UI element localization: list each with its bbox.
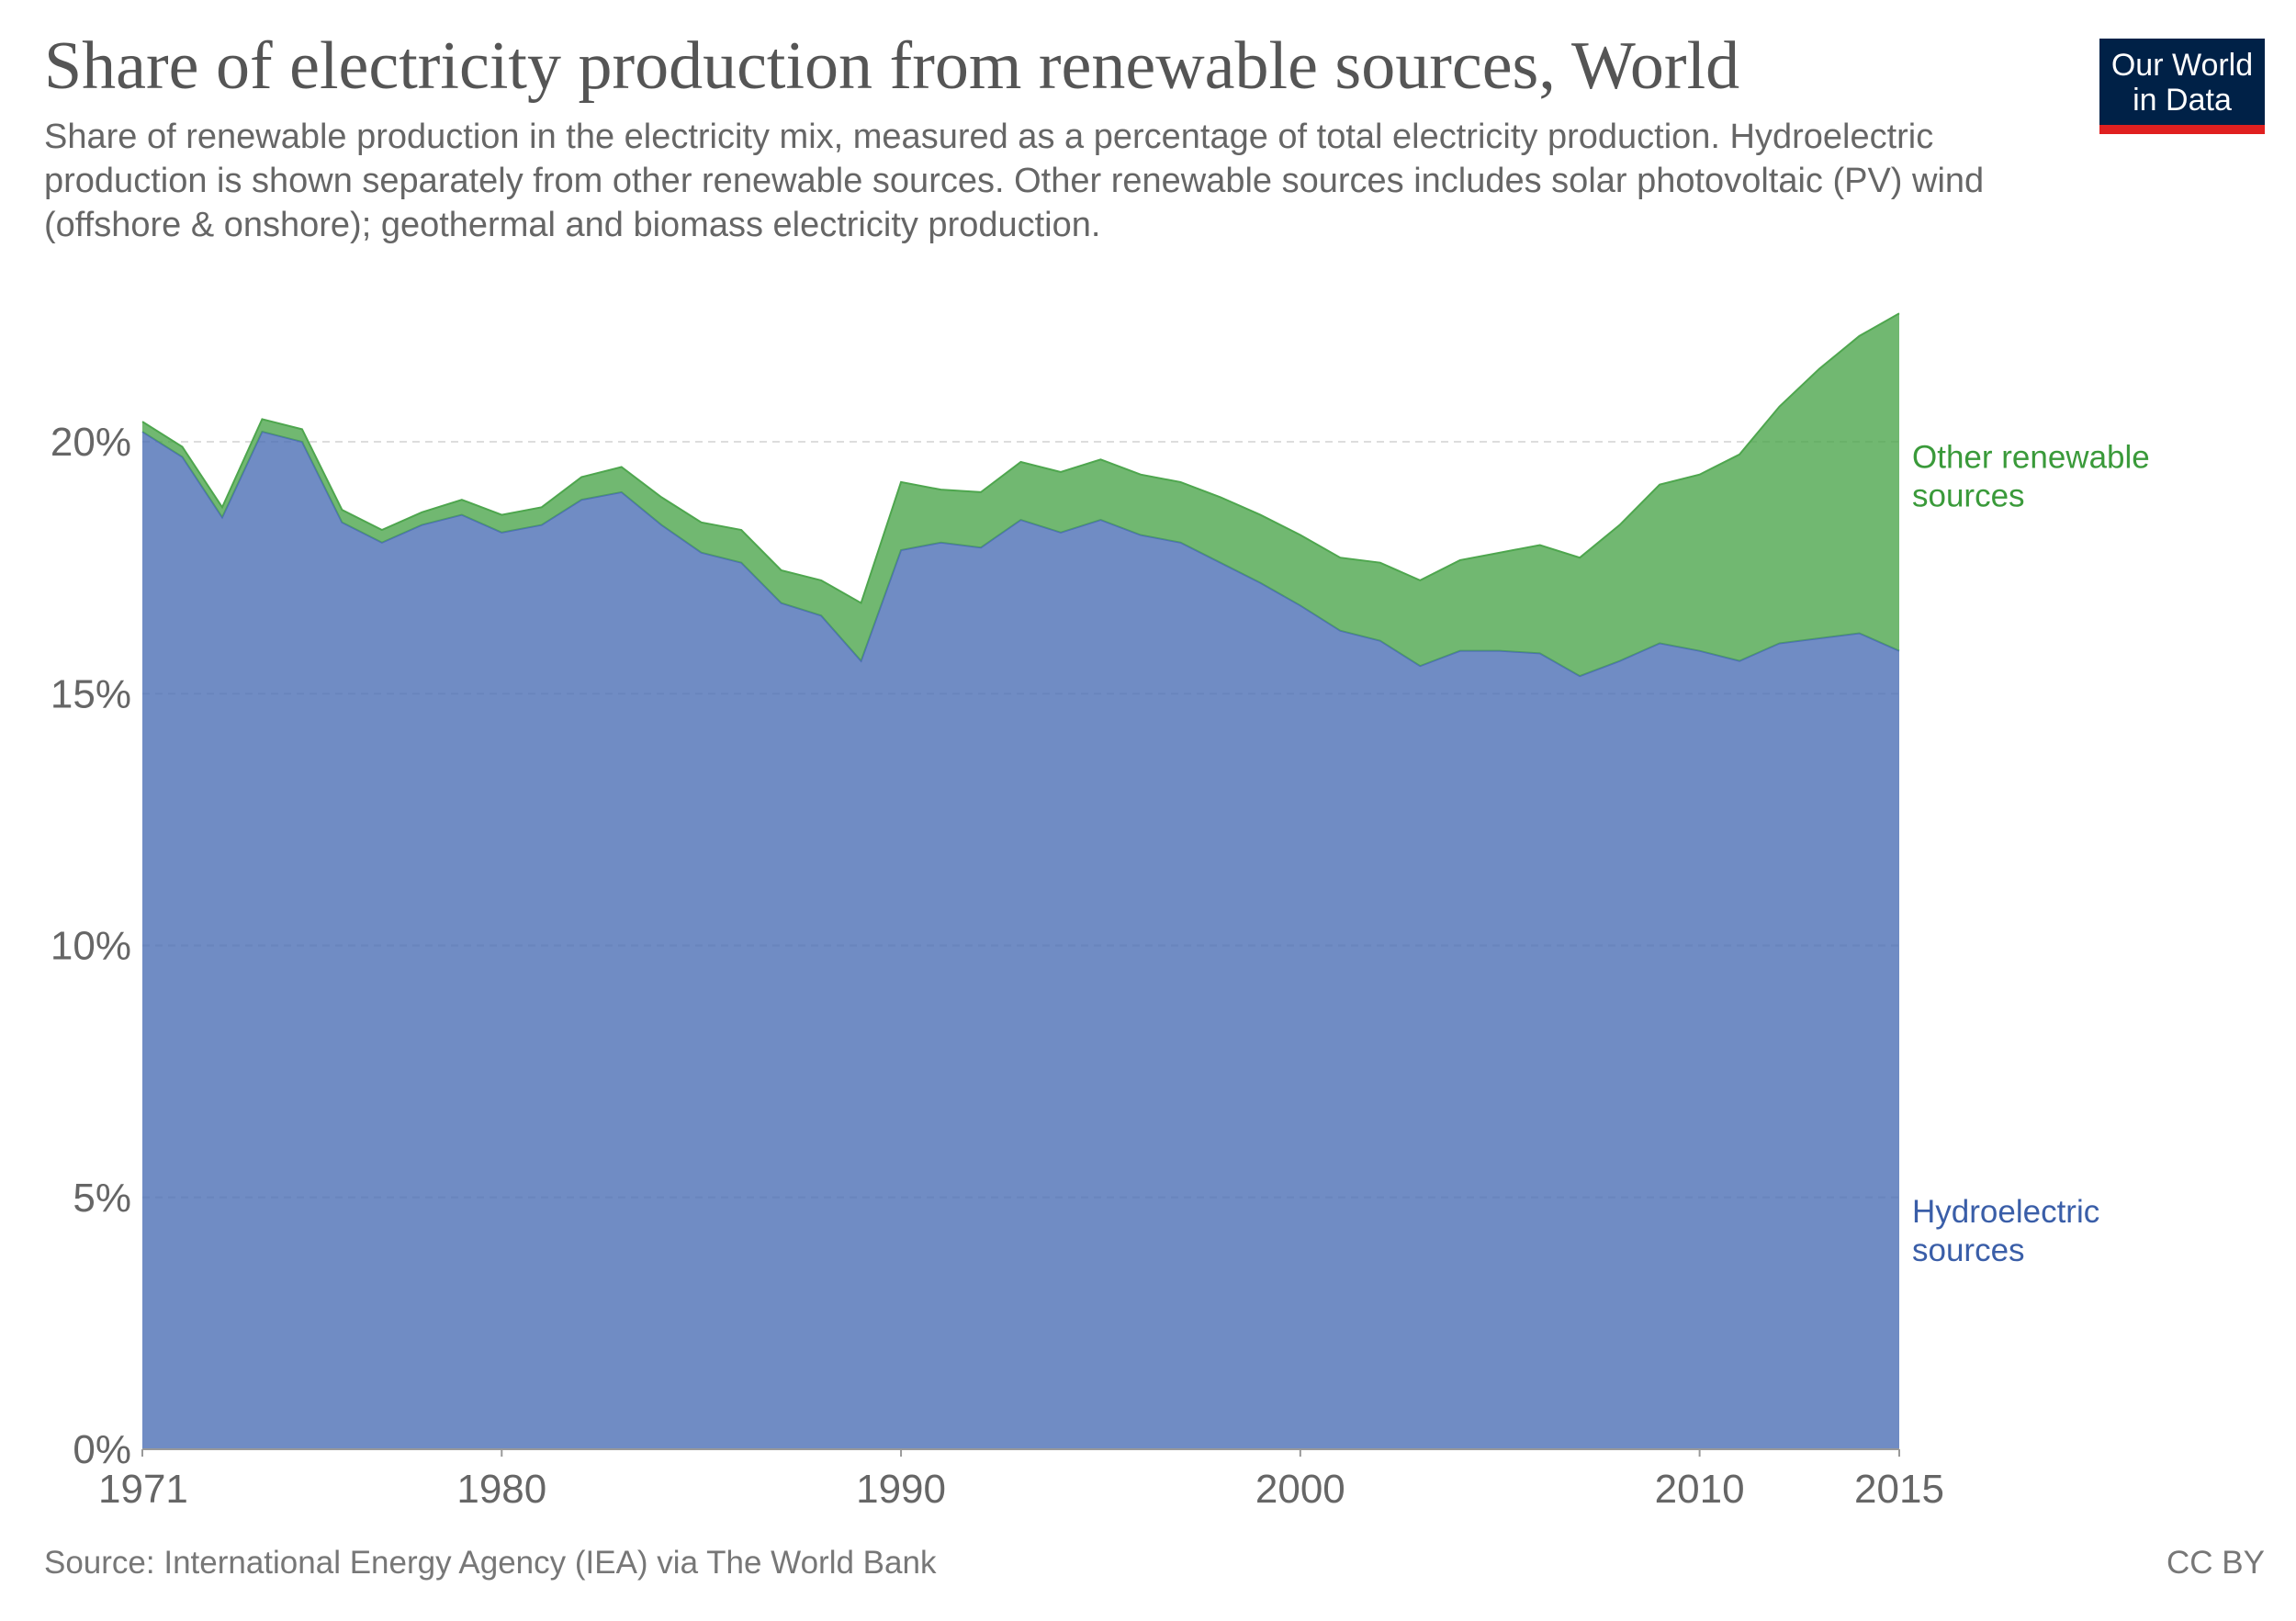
x-tick-label-1990: 1990 xyxy=(856,1467,946,1512)
area-layer xyxy=(141,312,1900,1449)
y-tick-label-10: 10% xyxy=(51,924,131,969)
series-label-other-renewable-0: Other renewable xyxy=(1912,440,2150,476)
license-link[interactable]: CC BY xyxy=(2167,1545,2265,1581)
y-tick-label-5: 5% xyxy=(73,1176,131,1221)
series-label-hydroelectric-0: Hydroelectric xyxy=(1912,1194,2099,1230)
y-tick-label-0: 0% xyxy=(73,1427,131,1472)
x-tick-label-2015: 2015 xyxy=(1854,1467,1944,1512)
line-hydroelectric xyxy=(141,430,1900,678)
logo-line-2: in Data xyxy=(2133,83,2232,118)
area-other-renewable[interactable] xyxy=(142,313,1899,677)
line-other-renewable xyxy=(141,312,1900,605)
x-tick-label-1971: 1971 xyxy=(98,1467,188,1512)
axis-layer: 0% 5% 10% 15% 20% 1971 1980 1990 2000 2010 2015 xyxy=(51,420,1944,1512)
source-note: Source: International Energy Agency (IEA… xyxy=(44,1545,937,1581)
series-label-hydroelectric-1: sources xyxy=(1912,1233,2025,1268)
y-tick-label-15: 15% xyxy=(51,671,131,716)
x-tick-label-2000: 2000 xyxy=(1255,1467,1345,1512)
chart-subtitle: Share of renewable production in the ele… xyxy=(44,118,1985,244)
x-tick-label-1980: 1980 xyxy=(456,1467,546,1512)
chart-title: Share of electricity production from ren… xyxy=(44,28,1740,104)
area-hydroelectric[interactable] xyxy=(142,432,1899,1449)
x-tick-label-2010: 2010 xyxy=(1655,1467,1745,1512)
owid-logo[interactable]: Our World in Data xyxy=(2099,39,2265,134)
series-label-other-renewable-1: sources xyxy=(1912,478,2025,514)
logo-line-1: Our World xyxy=(2110,48,2254,83)
y-tick-label-20: 20% xyxy=(51,420,131,465)
